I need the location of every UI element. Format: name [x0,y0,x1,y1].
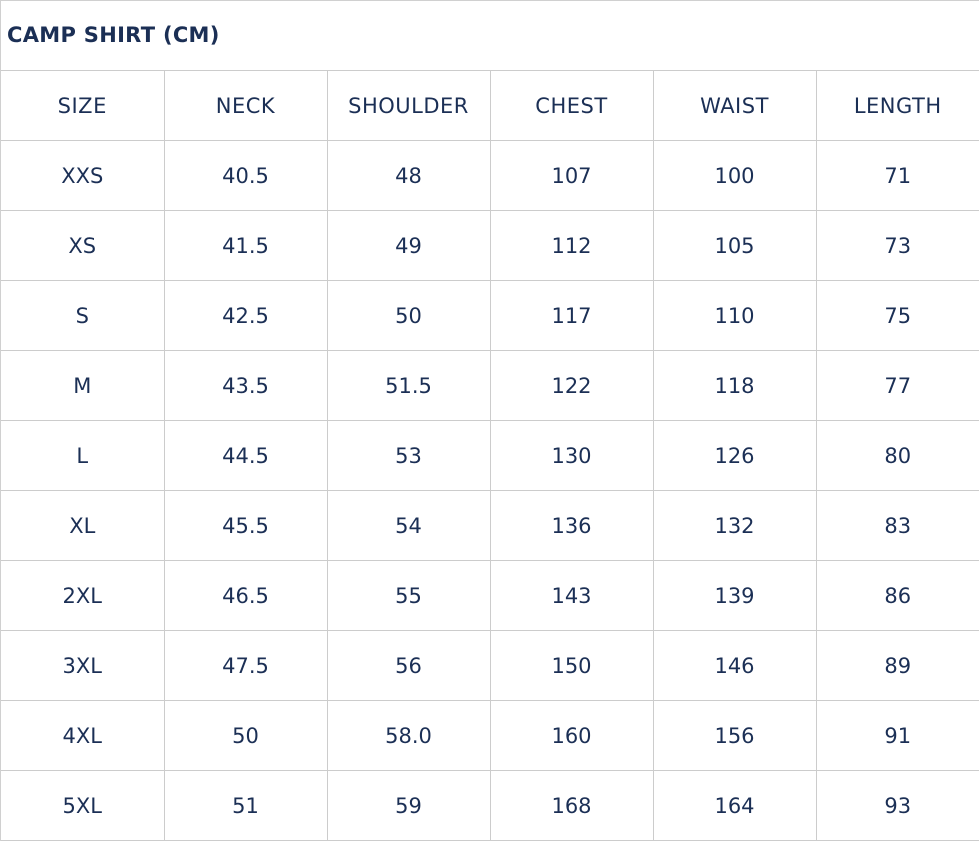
table-row: XS 41.5 49 112 105 73 [1,210,979,281]
cell-length: 80 [815,420,979,491]
size-table: SIZE NECK SHOULDER CHEST WAIST LENGTH XXS 40.5… [1,71,979,841]
cell-neck: 40.5 [163,140,328,211]
table-row: 4XL 50 58.0 160 156 91 [1,700,979,771]
table-row: XL 45.5 54 136 132 83 [1,490,979,561]
cell-shoulder: 51.5 [326,350,491,421]
cell-length: 89 [815,630,979,701]
column-header-waist: WAIST [652,71,817,141]
cell-shoulder: 49 [326,210,491,281]
cell-size: M [1,350,165,421]
cell-size: XXS [1,140,165,211]
cell-shoulder: 59 [326,770,491,841]
cell-length: 86 [815,560,979,631]
cell-neck: 44.5 [163,420,328,491]
cell-shoulder: 48 [326,140,491,211]
cell-waist: 132 [652,490,817,561]
cell-size: L [1,420,165,491]
cell-neck: 47.5 [163,630,328,701]
column-header-shoulder: SHOULDER [326,71,491,141]
cell-neck: 50 [163,700,328,771]
cell-waist: 110 [652,280,817,351]
cell-chest: 122 [489,350,654,421]
cell-size: 3XL [1,630,165,701]
cell-chest: 143 [489,560,654,631]
cell-waist: 118 [652,350,817,421]
cell-size: 5XL [1,770,165,841]
cell-length: 71 [815,140,979,211]
cell-shoulder: 54 [326,490,491,561]
cell-neck: 43.5 [163,350,328,421]
column-header-length: LENGTH [815,71,979,141]
cell-size: 4XL [1,700,165,771]
cell-size: 2XL [1,560,165,631]
cell-waist: 105 [652,210,817,281]
cell-waist: 156 [652,700,817,771]
cell-shoulder: 58.0 [326,700,491,771]
cell-shoulder: 50 [326,280,491,351]
cell-size: XS [1,210,165,281]
cell-length: 91 [815,700,979,771]
column-header-neck: NECK [163,71,328,141]
cell-length: 75 [815,280,979,351]
cell-size: XL [1,490,165,561]
cell-shoulder: 56 [326,630,491,701]
cell-shoulder: 53 [326,420,491,491]
cell-chest: 168 [489,770,654,841]
cell-neck: 51 [163,770,328,841]
header-row: SIZE NECK SHOULDER CHEST WAIST LENGTH [1,71,979,141]
cell-length: 77 [815,350,979,421]
cell-length: 83 [815,490,979,561]
column-header-chest: CHEST [489,71,654,141]
cell-chest: 130 [489,420,654,491]
cell-neck: 41.5 [163,210,328,281]
cell-chest: 160 [489,700,654,771]
column-header-size: SIZE [1,71,165,141]
cell-neck: 46.5 [163,560,328,631]
cell-shoulder: 55 [326,560,491,631]
cell-length: 93 [815,770,979,841]
table-row: S 42.5 50 117 110 75 [1,280,979,351]
cell-size: S [1,280,165,351]
chart-title: CAMP SHIRT (CM) [1,1,979,71]
table-row: L 44.5 53 130 126 80 [1,420,979,491]
cell-length: 73 [815,210,979,281]
cell-chest: 136 [489,490,654,561]
cell-waist: 126 [652,420,817,491]
table-row: 5XL 51 59 168 164 93 [1,770,979,841]
table-row: 2XL 46.5 55 143 139 86 [1,560,979,631]
cell-neck: 42.5 [163,280,328,351]
cell-chest: 150 [489,630,654,701]
table-body: XXS 40.5 48 107 100 71 XS 41.5 49 112 105 73 S 42.5 50… [1,140,979,841]
table-row: M 43.5 51.5 122 118 77 [1,350,979,421]
cell-chest: 117 [489,280,654,351]
table-row: XXS 40.5 48 107 100 71 [1,140,979,211]
cell-waist: 146 [652,630,817,701]
cell-waist: 164 [652,770,817,841]
cell-chest: 112 [489,210,654,281]
cell-waist: 139 [652,560,817,631]
cell-waist: 100 [652,140,817,211]
cell-neck: 45.5 [163,490,328,561]
table-row: 3XL 47.5 56 150 146 89 [1,630,979,701]
cell-chest: 107 [489,140,654,211]
